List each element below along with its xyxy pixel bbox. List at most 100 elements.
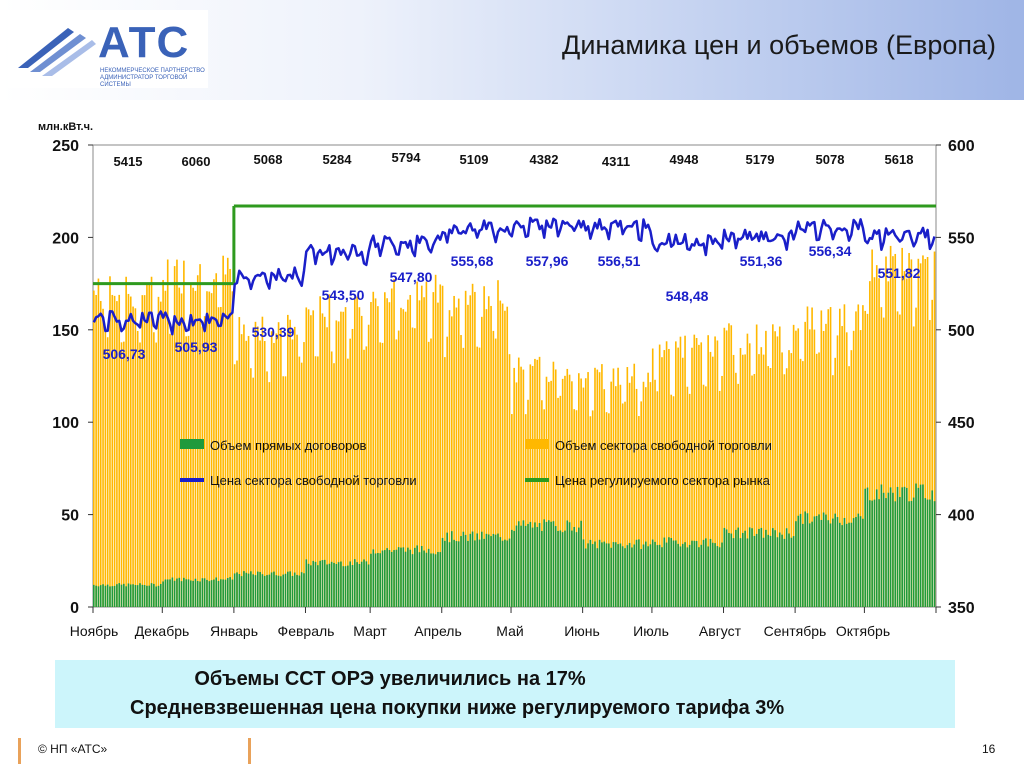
direct-contract-bar xyxy=(180,581,183,607)
monthly-volume-label: 5794 xyxy=(392,150,422,165)
month-label: Сентябрь xyxy=(764,623,827,639)
free-sector-bar xyxy=(215,273,218,607)
free-sector-bar xyxy=(684,335,686,607)
free-sector-bar xyxy=(795,330,797,607)
direct-contract-bar xyxy=(760,527,763,607)
free-sector-bar xyxy=(751,375,753,607)
free-sector-bar xyxy=(460,335,462,607)
free-sector-bar xyxy=(310,315,312,607)
direct-contract-bar xyxy=(889,487,892,607)
direct-contract-bar xyxy=(626,545,629,607)
price-volume-chart: млн.кВт.ч. 0 50 100 150 200 250 350 400 450 500 55… xyxy=(38,121,975,639)
free-sector-bar xyxy=(862,305,864,607)
direct-contract-bar xyxy=(584,548,587,607)
free-sector-bar xyxy=(508,354,511,607)
free-sector-bar xyxy=(855,311,857,607)
left-tick-label: 0 xyxy=(70,600,79,617)
direct-contract-bar xyxy=(527,523,529,607)
direct-contract-bar xyxy=(351,565,354,607)
direct-contract-bar xyxy=(864,488,867,607)
direct-contract-bar xyxy=(349,561,351,607)
free-sector-bar xyxy=(885,256,887,607)
free-sector-bar xyxy=(266,371,268,607)
free-sector-bar xyxy=(164,290,167,607)
right-tick-label: 350 xyxy=(948,600,975,617)
direct-contract-bar xyxy=(337,562,340,607)
page-title: Динамика цен и объемов (Европа) xyxy=(562,30,996,60)
free-sector-bar xyxy=(323,316,326,607)
direct-contract-bar xyxy=(136,585,139,607)
free-sector-bar xyxy=(481,316,483,607)
free-sector-bar xyxy=(453,295,455,607)
free-sector-bar xyxy=(608,413,610,607)
free-sector-bar xyxy=(737,383,739,607)
free-sector-bar xyxy=(374,298,377,607)
free-sector-bar xyxy=(335,320,338,607)
direct-contract-bar xyxy=(305,559,308,607)
direct-contract-bar xyxy=(206,579,208,607)
direct-contract-bar xyxy=(670,538,673,607)
direct-contract-bar xyxy=(441,537,444,607)
direct-contract-bar xyxy=(446,532,448,607)
free-sector-bar xyxy=(910,259,913,607)
free-sector-bar xyxy=(517,357,520,607)
direct-contract-bar xyxy=(545,521,548,607)
direct-contract-bar xyxy=(448,542,451,607)
free-sector-bar xyxy=(127,293,130,607)
free-sector-bar xyxy=(457,298,460,607)
direct-contract-bar xyxy=(261,574,264,607)
direct-contract-bar xyxy=(372,549,375,607)
direct-contract-bar xyxy=(778,532,781,607)
free-sector-bar xyxy=(748,343,751,607)
free-sector-bar xyxy=(450,316,453,607)
monthly-volume-label: 5068 xyxy=(254,152,283,167)
direct-contract-bar xyxy=(393,550,395,607)
direct-contract-bar xyxy=(113,585,116,607)
free-sector-bar xyxy=(603,389,606,607)
free-sector-bar xyxy=(166,259,169,607)
direct-contract-bar xyxy=(661,547,663,607)
free-sector-bar xyxy=(441,285,444,607)
free-sector-bar xyxy=(799,358,802,607)
direct-contract-bar xyxy=(199,581,201,607)
free-sector-bar xyxy=(594,367,596,607)
direct-contract-bar xyxy=(139,583,141,607)
right-tick-label: 600 xyxy=(948,138,975,155)
direct-contract-bar xyxy=(141,584,144,607)
free-sector-bar xyxy=(448,310,451,607)
direct-contract-bar xyxy=(677,543,679,607)
free-sector-bar xyxy=(644,387,647,607)
free-sector-bar xyxy=(427,341,430,607)
direct-contract-bar xyxy=(806,513,809,607)
direct-contract-bar xyxy=(561,532,564,607)
direct-contract-bar xyxy=(176,578,178,607)
direct-contract-bar xyxy=(695,540,698,607)
direct-contract-bar xyxy=(744,530,746,607)
direct-contract-bar xyxy=(642,544,645,607)
direct-contract-bar xyxy=(543,519,545,607)
free-sector-bar xyxy=(483,286,485,607)
free-sector-bar xyxy=(695,338,698,607)
direct-contract-bar xyxy=(619,543,622,607)
direct-contract-bar xyxy=(102,584,104,607)
free-sector-bar xyxy=(351,328,354,607)
free-sector-bar xyxy=(337,321,340,607)
direct-contract-bar xyxy=(524,525,527,607)
free-sector-bar xyxy=(340,311,342,607)
direct-contract-bar xyxy=(358,564,361,607)
free-sector-bar xyxy=(206,291,208,607)
free-sector-bar xyxy=(520,366,522,607)
direct-contract-bar xyxy=(125,586,127,607)
direct-contract-bar xyxy=(478,539,481,607)
free-sector-bar xyxy=(511,414,513,607)
free-sector-bar xyxy=(815,353,818,607)
direct-contract-bar xyxy=(233,573,236,607)
free-sector-bar xyxy=(259,340,261,607)
direct-contract-bar xyxy=(746,538,749,607)
direct-contract-bar xyxy=(395,549,398,607)
direct-contract-bar xyxy=(568,522,571,607)
free-sector-bar xyxy=(111,294,114,607)
free-sector-bar xyxy=(681,357,684,607)
free-sector-bar xyxy=(931,299,933,607)
free-sector-bar xyxy=(723,327,726,607)
